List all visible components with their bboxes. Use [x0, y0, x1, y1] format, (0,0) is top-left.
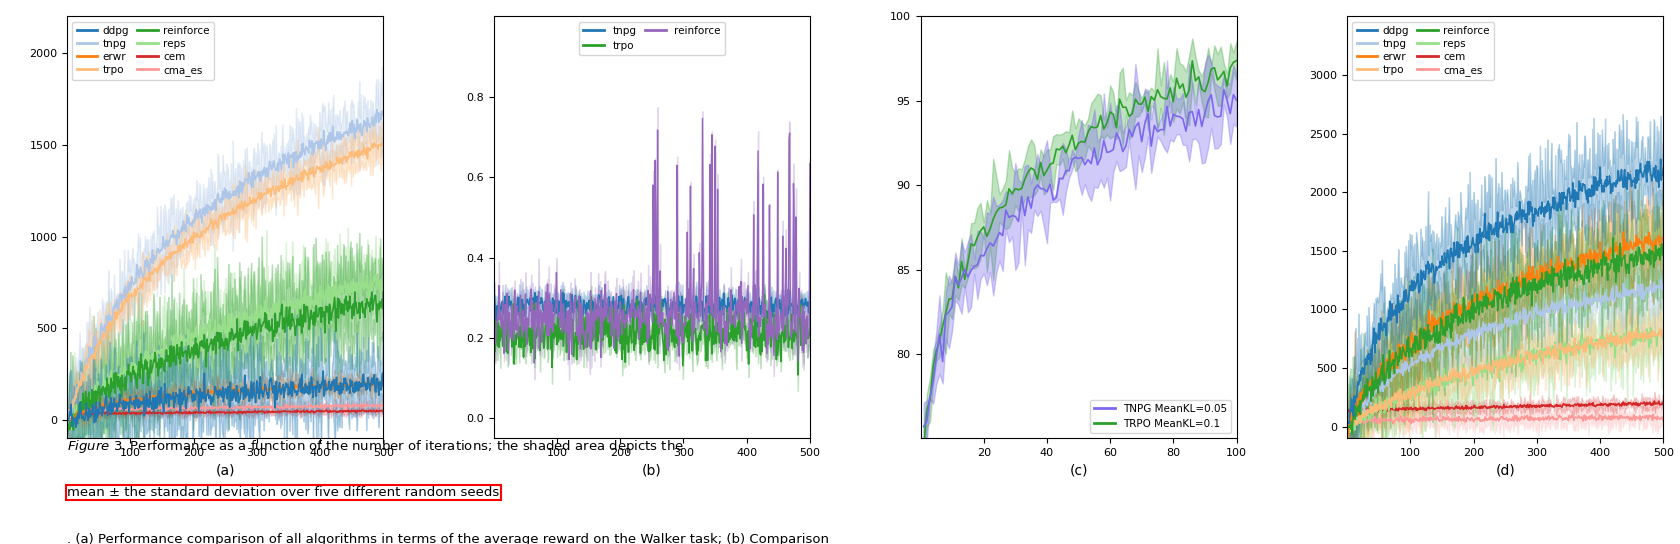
Legend: ddpg, tnpg, erwr, trpo, reinforce, reps, cem, cma_es: ddpg, tnpg, erwr, trpo, reinforce, reps,… — [1352, 22, 1494, 80]
X-axis label: (c): (c) — [1068, 463, 1087, 478]
Legend: TNPG MeanKL=0.05, TRPO MeanKL=0.1: TNPG MeanKL=0.05, TRPO MeanKL=0.1 — [1090, 400, 1231, 433]
X-axis label: (b): (b) — [642, 463, 662, 478]
X-axis label: (a): (a) — [215, 463, 235, 478]
Text: . (a) Performance comparison of all algorithms in terms of the average reward on: . (a) Performance comparison of all algo… — [67, 534, 912, 544]
Text: $\it{Figure\ 3}$. Performance as a function of the number of iterations; the sha: $\it{Figure\ 3}$. Performance as a funct… — [67, 438, 685, 455]
Legend: tnpg, trpo, reinforce: tnpg, trpo, reinforce — [580, 22, 724, 55]
Text: mean ± the standard deviation over five different random seeds: mean ± the standard deviation over five … — [67, 486, 499, 499]
Legend: ddpg, tnpg, erwr, trpo, reinforce, reps, cem, cma_es: ddpg, tnpg, erwr, trpo, reinforce, reps,… — [72, 22, 213, 80]
X-axis label: (d): (d) — [1495, 463, 1515, 478]
